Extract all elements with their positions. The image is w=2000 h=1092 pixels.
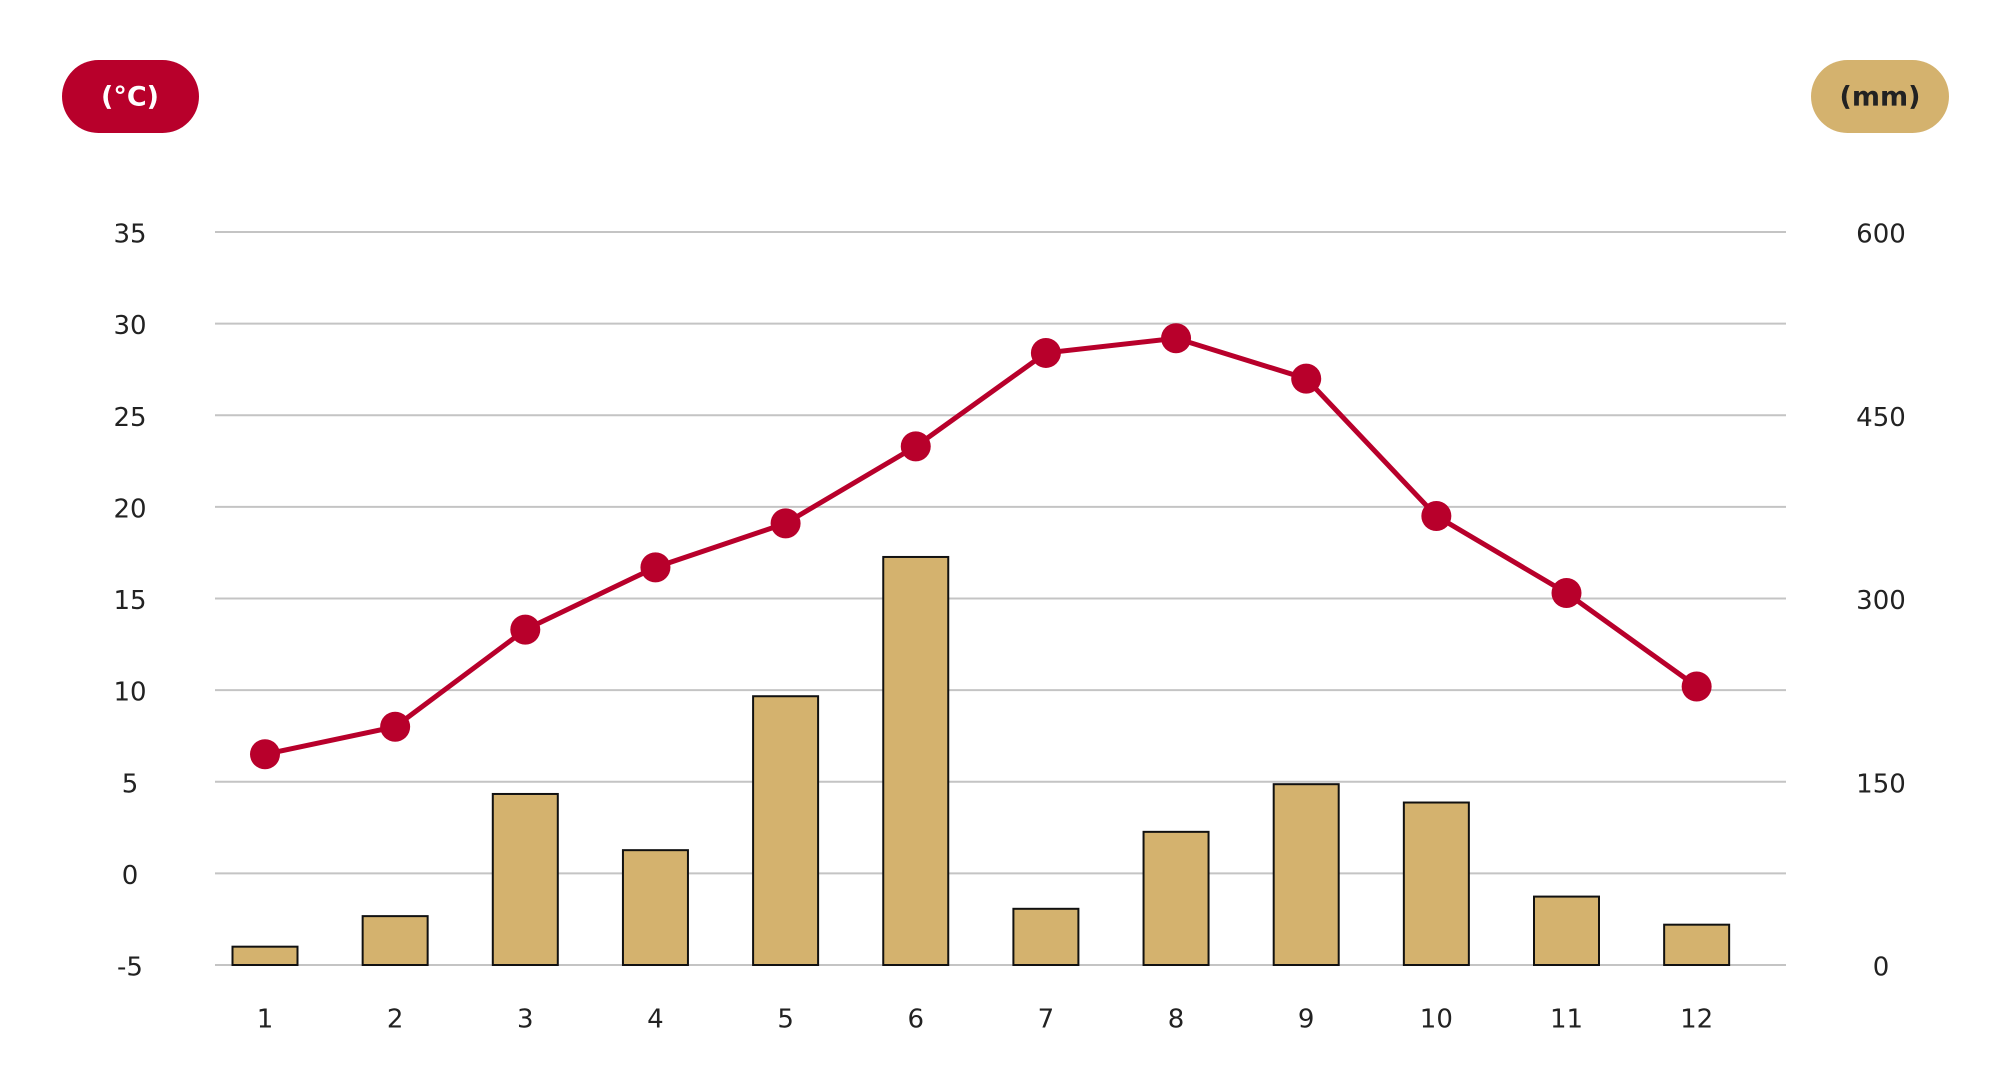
point: [1291, 363, 1322, 394]
x-tick-label: 5: [777, 1005, 794, 1035]
x-tick-label: 9: [1298, 1005, 1315, 1035]
y2-tick-label: 300: [1856, 586, 1906, 616]
point: [380, 711, 411, 742]
point: [1551, 578, 1582, 609]
x-tick-label: 4: [647, 1005, 664, 1035]
x-tick-label: 6: [907, 1005, 924, 1035]
bar: [361, 915, 429, 967]
y2-axis-label: (mm): [1840, 82, 1921, 113]
y2-tick-label: 450: [1856, 403, 1906, 433]
x-tick-label: 7: [1038, 1005, 1055, 1035]
x-tick-label: 3: [517, 1005, 534, 1035]
y-tick-label: 10: [113, 678, 146, 708]
y2-unit-badge: [1811, 60, 1949, 133]
point: [1681, 671, 1712, 702]
bar: [231, 945, 299, 966]
point: [250, 739, 280, 770]
y2-tick-label: 600: [1856, 220, 1906, 250]
point: [900, 431, 931, 462]
x-tick-label: 12: [1680, 1005, 1713, 1035]
y-tick-label: 30: [113, 311, 146, 341]
x-tick-label: 8: [1168, 1005, 1185, 1035]
point: [1030, 337, 1061, 368]
point: [1161, 323, 1192, 354]
y-unit-badge: [62, 60, 199, 133]
y-tick-label: 15: [113, 586, 146, 616]
point: [1421, 501, 1452, 532]
bar: [491, 792, 559, 967]
bar: [1142, 830, 1210, 966]
y-tick-label: 0: [122, 861, 139, 891]
bar: [1272, 783, 1340, 967]
point: [640, 552, 671, 583]
bar: [1012, 907, 1080, 967]
bar: [621, 849, 689, 966]
x-tick-label: 2: [387, 1005, 404, 1035]
y-tick-label: 35: [113, 220, 146, 250]
line: [264, 335, 1699, 757]
y-tick-label: 20: [113, 494, 146, 524]
x-tick-label: 10: [1420, 1005, 1453, 1035]
y-tick-label: 25: [113, 403, 146, 433]
bar: [1533, 895, 1600, 966]
y-tick-label: -5: [117, 953, 143, 983]
y-axis-label: (°C): [101, 82, 159, 113]
y-tick-label: 5: [122, 769, 139, 799]
point: [770, 508, 801, 539]
x-tick-label: 1: [257, 1005, 274, 1035]
bar: [882, 555, 950, 966]
y2-tick-label: 150: [1856, 769, 1906, 799]
point: [510, 614, 541, 645]
x-tick-label: 11: [1550, 1005, 1583, 1035]
bar: [1663, 923, 1731, 966]
bar: [752, 695, 820, 966]
bar: [1402, 801, 1470, 966]
y2-tick-label: 0: [1873, 953, 1890, 983]
